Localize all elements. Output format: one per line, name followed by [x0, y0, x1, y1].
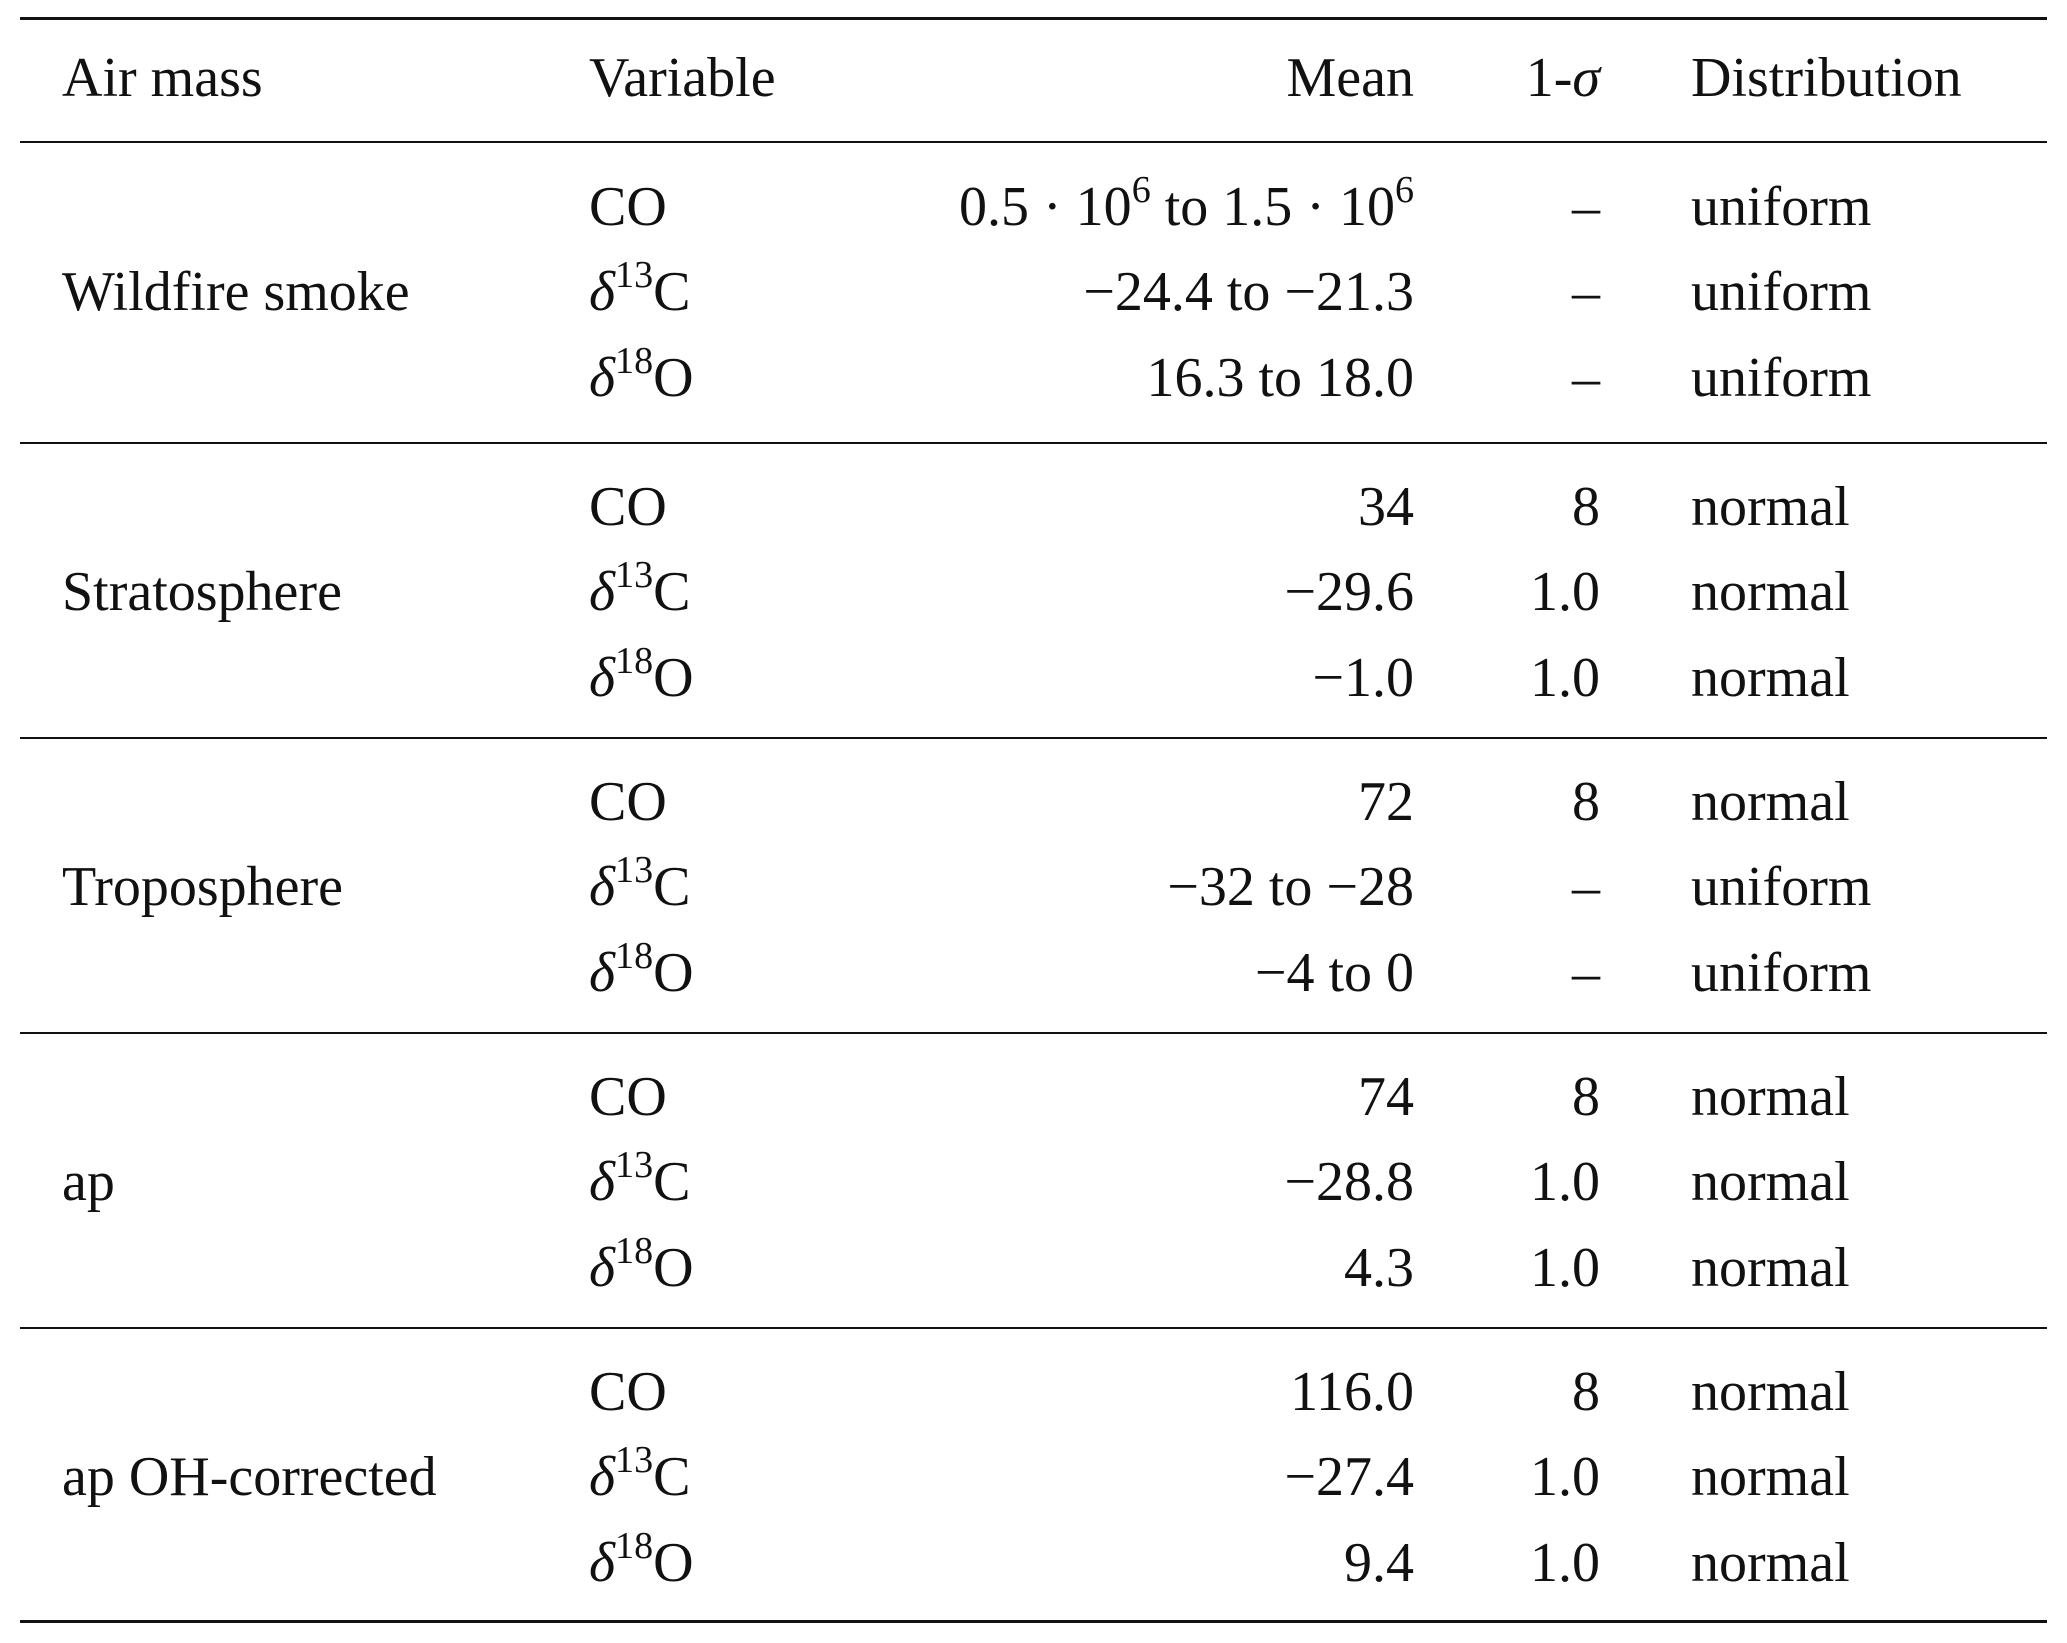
sigma-cell: –: [1572, 856, 1600, 918]
mean-cell: 4.3: [1344, 1237, 1414, 1299]
sigma-cell: 1.0: [1530, 1151, 1600, 1213]
variable-cell: δ18O: [589, 935, 694, 1004]
group-separator: [20, 1327, 2047, 1329]
sigma-symbol: σ: [1572, 47, 1600, 109]
mean-cell: −1.0: [1312, 647, 1414, 709]
sigma-cell: 1.0: [1530, 1532, 1600, 1594]
distribution-cell: normal: [1691, 1361, 1850, 1423]
mean-cell: −27.4: [1284, 1446, 1414, 1508]
variable-cell: δ18O: [589, 1230, 694, 1299]
variable-cell: CO: [589, 1361, 667, 1423]
distribution-cell: uniform: [1691, 261, 1872, 323]
mean-cell: −32 to −28: [1167, 856, 1414, 918]
distribution-cell: normal: [1691, 476, 1850, 538]
header-distribution: Distribution: [1691, 47, 1962, 109]
distribution-cell: normal: [1691, 1151, 1850, 1213]
distribution-cell: uniform: [1691, 176, 1872, 238]
header-mean: Mean: [1286, 47, 1414, 109]
header-sigma: 1-σ: [1525, 47, 1600, 109]
variable-cell: δ13C: [589, 254, 691, 323]
mean-cell: 9.4: [1344, 1532, 1414, 1594]
mean-cell: 34: [1358, 476, 1414, 538]
mean-cell: 116.0: [1290, 1361, 1414, 1423]
air-mass-label: ap OH-corrected: [62, 1446, 437, 1508]
distribution-cell: normal: [1691, 647, 1850, 709]
variable-cell: CO: [589, 476, 667, 538]
sigma-cell: 8: [1572, 1066, 1600, 1128]
group-separator: [20, 442, 2047, 444]
air-mass-label: Troposphere: [62, 856, 344, 918]
variable-cell: CO: [589, 176, 667, 238]
variable-cell: CO: [589, 1066, 667, 1128]
mean-cell: 72: [1358, 771, 1414, 833]
mean-cell: 74: [1358, 1066, 1414, 1128]
group-separator: [20, 1032, 2047, 1034]
header-air-mass: Air mass: [62, 47, 263, 109]
sigma-cell: –: [1572, 176, 1600, 238]
sigma-cell: 1.0: [1530, 647, 1600, 709]
mean-cell: −24.4 to −21.3: [1083, 261, 1414, 323]
sigma-cell: 8: [1572, 476, 1600, 538]
variable-cell: δ13C: [589, 1439, 691, 1508]
sigma-cell: –: [1572, 942, 1600, 1004]
sigma-cell: 8: [1572, 1361, 1600, 1423]
mean-cell: 16.3 to 18.0: [1146, 347, 1414, 409]
variable-cell: δ13C: [589, 1144, 691, 1213]
mean-cell: −29.6: [1284, 561, 1414, 623]
bottom-rule: [20, 1620, 2047, 1623]
variable-cell: δ18O: [589, 340, 694, 409]
variable-cell: CO: [589, 771, 667, 833]
variable-cell: δ18O: [589, 640, 694, 709]
distribution-cell: uniform: [1691, 856, 1872, 918]
variable-cell: δ13C: [589, 554, 691, 623]
distribution-cell: normal: [1691, 771, 1850, 833]
sigma-cell: –: [1572, 261, 1600, 323]
air-mass-label: Stratosphere: [62, 561, 342, 623]
mean-cell: −28.8: [1284, 1151, 1414, 1213]
air-mass-label: Wildfire smoke: [62, 261, 410, 323]
group-separator: [20, 737, 2047, 739]
distribution-cell: uniform: [1691, 942, 1872, 1004]
mean-cell: −4 to 0: [1254, 942, 1414, 1004]
distribution-cell: uniform: [1691, 347, 1872, 409]
sigma-cell: 1.0: [1530, 561, 1600, 623]
variable-cell: δ13C: [589, 849, 691, 918]
header-rule: [20, 141, 2047, 143]
distribution-cell: normal: [1691, 1237, 1850, 1299]
distribution-cell: normal: [1691, 1446, 1850, 1508]
sigma-cell: –: [1572, 347, 1600, 409]
distribution-cell: normal: [1691, 561, 1850, 623]
sigma-cell: 1.0: [1530, 1446, 1600, 1508]
top-rule: [20, 17, 2047, 20]
mean-cell: 0.5 · 106 to 1.5 · 106: [959, 169, 1414, 238]
air-mass-label: ap: [62, 1151, 115, 1213]
distribution-cell: normal: [1691, 1066, 1850, 1128]
sigma-cell: 8: [1572, 771, 1600, 833]
sigma-cell: 1.0: [1530, 1237, 1600, 1299]
header-variable: Variable: [589, 47, 776, 109]
variable-cell: δ18O: [589, 1525, 694, 1594]
distribution-cell: normal: [1691, 1532, 1850, 1594]
